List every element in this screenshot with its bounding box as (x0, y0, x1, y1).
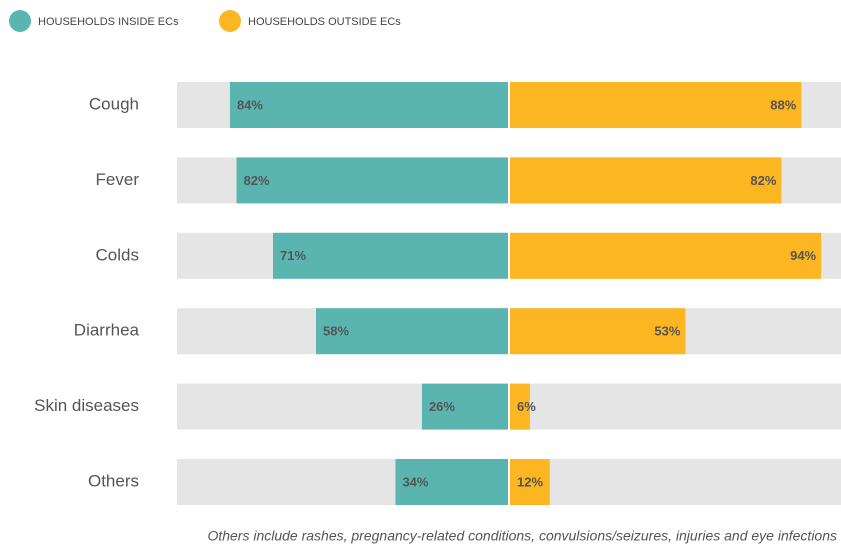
value-label: 71% (280, 248, 306, 263)
category-label: Others (88, 471, 139, 490)
value-label: 82% (750, 173, 776, 188)
bar (510, 308, 686, 355)
category-label: Cough (89, 94, 139, 113)
value-label: 94% (790, 248, 816, 263)
footnote: Others include rashes, pregnancy-related… (207, 528, 837, 544)
bar (510, 232, 822, 279)
value-label: 53% (654, 324, 680, 339)
legend-swatch (9, 10, 31, 32)
category-label: Colds (96, 245, 139, 264)
value-label: 6% (517, 399, 536, 414)
bar-background (510, 459, 841, 505)
value-label: 58% (323, 324, 349, 339)
bar (229, 82, 508, 128)
bar (236, 157, 508, 204)
category-label: Fever (96, 170, 140, 189)
bar-background (510, 383, 841, 430)
legend-swatch (219, 10, 241, 32)
bar (510, 82, 802, 128)
value-label: 12% (517, 474, 543, 489)
bar (395, 459, 508, 505)
value-label: 34% (402, 474, 428, 489)
bar (510, 459, 550, 505)
value-label: 88% (770, 97, 796, 112)
value-label: 82% (244, 173, 270, 188)
bar (510, 383, 530, 430)
category-label: Skin diseases (34, 396, 139, 415)
legend-label: HOUSEHOLDS INSIDE ECs (38, 16, 179, 28)
bar (316, 308, 508, 355)
value-label: 84% (237, 97, 263, 112)
legend-label: HOUSEHOLDS OUTSIDE ECs (248, 16, 401, 28)
bar (272, 232, 508, 279)
bar (421, 383, 508, 430)
category-label: Diarrhea (74, 321, 140, 340)
value-label: 26% (429, 399, 455, 414)
bar (510, 157, 782, 204)
